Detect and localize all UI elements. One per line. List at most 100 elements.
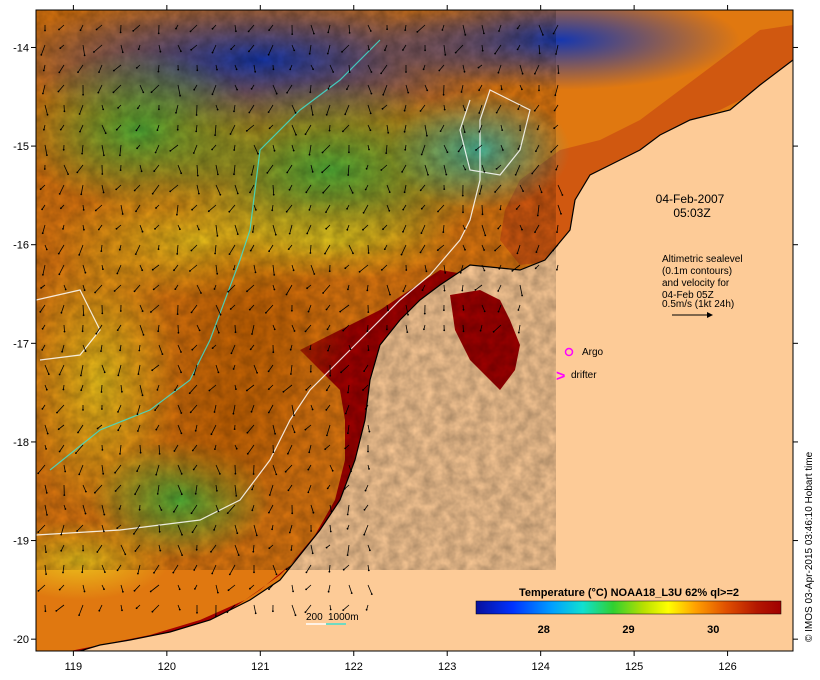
velocity-arrow [458,144,464,152]
velocity-arrow [481,44,484,51]
velocity-arrow-head [534,72,536,75]
velocity-arrow-head [246,452,249,455]
velocity-arrow [438,64,445,71]
velocity-arrow [177,424,182,434]
velocity-arrow-head [289,68,292,71]
velocity-arrow-head [191,348,194,351]
velocity-arrow [177,164,182,174]
velocity-arrow-head [57,428,60,431]
argo-marker [564,347,574,357]
velocity-arrow [494,44,502,54]
velocity-arrow-head [57,90,60,93]
velocity-arrow-head [251,509,254,512]
velocity-arrow-head [44,29,46,32]
altimetry-line-1: Altimetric sealevel [662,254,743,265]
velocity-arrow-head [362,389,364,391]
velocity-arrow-head [141,269,144,272]
velocity-arrow [268,104,274,113]
velocity-arrow-head [64,470,67,473]
velocity-arrow-head [157,248,160,251]
velocity-arrow-head [498,30,500,32]
velocity-arrow-head [83,54,86,57]
velocity-arrow-head [181,554,184,556]
velocity-arrow [215,184,221,195]
velocity-arrow [288,484,293,491]
velocity-arrow [78,244,84,256]
velocity-arrow [120,584,124,592]
velocity-arrow-head [325,308,328,311]
velocity-arrow [291,604,296,616]
velocity-arrow [42,84,46,94]
velocity-arrow-head [133,533,135,535]
argo-label: Argo [582,347,604,358]
velocity-arrow-head [325,113,328,116]
velocity-arrow [135,204,141,212]
velocity-arrow [58,244,65,254]
velocity-arrow-head [45,573,47,575]
velocity-arrow [519,284,523,296]
velocity-arrow-head [291,33,294,35]
velocity-arrow [420,244,426,253]
velocity-arrow [133,524,141,535]
velocity-arrow-head [237,554,240,556]
velocity-arrow-head [173,510,175,513]
velocity-arrow-head [213,529,216,531]
velocity-arrow-head [401,171,403,173]
velocity-arrow [309,144,312,155]
velocity-arrow [177,404,182,414]
velocity-arrow-head [178,588,181,591]
velocity-arrow-head [80,374,82,377]
velocity-arrow-head [173,269,175,272]
velocity-arrow-head [352,252,354,255]
velocity-arrow-head [322,292,324,294]
velocity-arrow-head [249,249,252,252]
velocity-arrow-head [63,494,66,496]
velocity-arrow-head [497,227,500,230]
velocity-arrow [158,524,161,532]
velocity-arrow-head [137,430,139,432]
velocity-arrow-head [346,207,348,210]
velocity-arrow-head [531,172,534,175]
velocity-arrow-head [311,171,314,173]
velocity-arrow-head [346,554,349,556]
velocity-arrow [95,204,103,211]
velocity-arrow [138,364,141,375]
velocity-arrow-head [42,92,44,95]
velocity-arrow-head [236,233,239,236]
velocity-arrow-head [158,530,161,533]
velocity-arrow [437,204,445,212]
velocity-arrow-head [161,353,164,355]
velocity-arrow [234,324,236,333]
velocity-arrow-head [385,152,388,155]
drifter-label: drifter [571,370,597,381]
velocity-arrow-head [514,173,517,176]
velocity-arrow [230,304,236,310]
velocity-arrow-head [326,328,329,331]
velocity-arrow [417,24,426,33]
velocity-arrow-head [483,249,485,251]
velocity-arrow-head [502,149,504,151]
velocity-arrow-head [235,447,238,450]
velocity-arrow-head [309,348,312,350]
velocity-arrow [59,184,65,195]
velocity-arrow-head [257,152,259,155]
velocity-arrow-head [135,210,137,213]
velocity-arrow-head [62,571,64,574]
velocity-arrow [310,544,314,554]
velocity-arrow [309,84,312,93]
velocity-arrow-head [327,88,330,90]
lat-tick-label: -19 [13,536,29,548]
velocity-arrow [101,564,106,573]
velocity-arrow [234,524,238,534]
velocity-arrow-head [118,248,121,251]
velocity-arrow [329,124,331,131]
velocity-arrow-head [75,452,77,454]
velocity-arrow-head [180,50,182,53]
velocity-arrow-head [534,267,537,270]
velocity-arrow [251,504,255,511]
velocity-arrow-head [43,128,45,131]
velocity-arrow [269,484,274,496]
velocity-arrow [289,184,293,190]
velocity-arrow-head [368,468,370,470]
velocity-arrow [266,164,274,174]
